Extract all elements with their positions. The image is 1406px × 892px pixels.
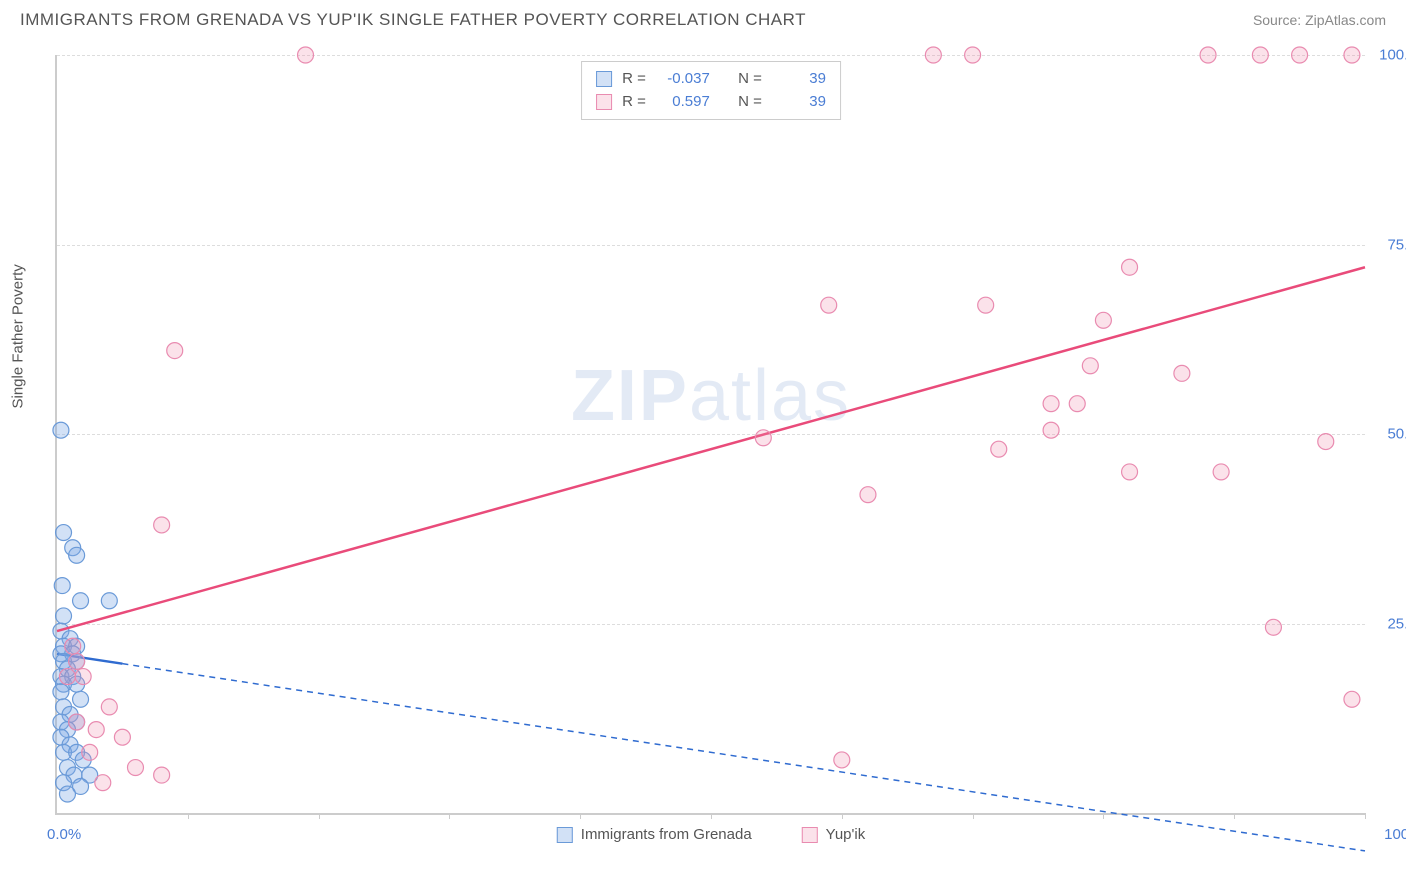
chart-header: IMMIGRANTS FROM GRENADA VS YUP'IK SINGLE… bbox=[0, 0, 1406, 38]
data-point bbox=[1213, 464, 1229, 480]
data-point bbox=[1265, 619, 1281, 635]
data-point bbox=[127, 760, 143, 776]
swatch-yupik-icon bbox=[802, 827, 818, 843]
xtick-mark bbox=[711, 813, 712, 819]
data-point bbox=[1043, 422, 1059, 438]
legend-item-yupik: Yup'ik bbox=[802, 826, 866, 843]
data-point bbox=[95, 775, 111, 791]
xtick-0: 0.0% bbox=[47, 826, 81, 843]
r-label: R = bbox=[622, 91, 646, 114]
xtick-mark bbox=[449, 813, 450, 819]
data-point bbox=[54, 578, 70, 594]
scatter-svg bbox=[57, 55, 1365, 813]
data-point bbox=[925, 47, 941, 63]
data-point bbox=[114, 729, 130, 745]
data-point bbox=[1122, 259, 1138, 275]
data-point bbox=[1043, 396, 1059, 412]
data-point bbox=[1344, 691, 1360, 707]
data-point bbox=[1292, 47, 1308, 63]
correlation-legend: R = -0.037 N = 39 R = 0.597 N = 39 bbox=[581, 61, 841, 120]
data-point bbox=[75, 669, 91, 685]
data-point bbox=[860, 487, 876, 503]
xtick-mark bbox=[319, 813, 320, 819]
data-point bbox=[1174, 365, 1190, 381]
data-point bbox=[101, 699, 117, 715]
data-point bbox=[154, 517, 170, 533]
data-point bbox=[167, 343, 183, 359]
swatch-yupik bbox=[596, 94, 612, 110]
y-axis-label: Single Father Poverty bbox=[10, 264, 27, 408]
data-point bbox=[1344, 47, 1360, 63]
data-point bbox=[65, 638, 81, 654]
xtick-mark bbox=[842, 813, 843, 819]
swatch-grenada-icon bbox=[557, 827, 573, 843]
legend-label-yupik: Yup'ik bbox=[826, 826, 866, 843]
r-value-yupik: 0.597 bbox=[656, 91, 710, 114]
data-point bbox=[82, 744, 98, 760]
data-point bbox=[69, 714, 85, 730]
xtick-mark bbox=[973, 813, 974, 819]
ytick-75: 75.0% bbox=[1387, 236, 1406, 253]
data-point bbox=[821, 297, 837, 313]
legend-item-grenada: Immigrants from Grenada bbox=[557, 826, 752, 843]
xtick-mark bbox=[580, 813, 581, 819]
data-point bbox=[298, 47, 314, 63]
data-point bbox=[1200, 47, 1216, 63]
xtick-mark bbox=[1234, 813, 1235, 819]
chart-title: IMMIGRANTS FROM GRENADA VS YUP'IK SINGLE… bbox=[20, 10, 806, 30]
ytick-100: 100.0% bbox=[1379, 47, 1406, 64]
data-point bbox=[88, 722, 104, 738]
data-point bbox=[56, 608, 72, 624]
n-label: N = bbox=[738, 91, 762, 114]
ytick-25: 25.0% bbox=[1387, 615, 1406, 632]
r-value-grenada: -0.037 bbox=[656, 68, 710, 91]
data-point bbox=[56, 525, 72, 541]
data-point bbox=[73, 691, 89, 707]
data-point bbox=[834, 752, 850, 768]
swatch-grenada bbox=[596, 71, 612, 87]
legend-label-grenada: Immigrants from Grenada bbox=[581, 826, 752, 843]
data-point bbox=[53, 684, 69, 700]
chart-plot-area: ZIPatlas 100.0% 75.0% 50.0% 25.0% 0.0% 1… bbox=[55, 55, 1365, 815]
data-point bbox=[1318, 434, 1334, 450]
xtick-mark bbox=[188, 813, 189, 819]
ytick-50: 50.0% bbox=[1387, 426, 1406, 443]
r-label: R = bbox=[622, 68, 646, 91]
data-point bbox=[1069, 396, 1085, 412]
data-point bbox=[59, 786, 75, 802]
xtick-mark bbox=[1103, 813, 1104, 819]
data-point bbox=[991, 441, 1007, 457]
data-point bbox=[1082, 358, 1098, 374]
data-point bbox=[755, 430, 771, 446]
data-point bbox=[101, 593, 117, 609]
data-point bbox=[69, 653, 85, 669]
series-legend: Immigrants from Grenada Yup'ik bbox=[557, 826, 865, 843]
data-point bbox=[154, 767, 170, 783]
legend-row-yupik: R = 0.597 N = 39 bbox=[596, 91, 826, 114]
n-value-yupik: 39 bbox=[772, 91, 826, 114]
data-point bbox=[1095, 312, 1111, 328]
data-point bbox=[1252, 47, 1268, 63]
chart-source: Source: ZipAtlas.com bbox=[1253, 12, 1386, 28]
n-label: N = bbox=[738, 68, 762, 91]
xtick-100: 100.0% bbox=[1384, 826, 1406, 843]
data-point bbox=[59, 669, 75, 685]
data-point bbox=[69, 547, 85, 563]
data-point bbox=[978, 297, 994, 313]
legend-row-grenada: R = -0.037 N = 39 bbox=[596, 68, 826, 91]
n-value-grenada: 39 bbox=[772, 68, 826, 91]
xtick-mark bbox=[1365, 813, 1366, 819]
data-point bbox=[73, 593, 89, 609]
data-point bbox=[53, 422, 69, 438]
data-point bbox=[1122, 464, 1138, 480]
data-point bbox=[965, 47, 981, 63]
